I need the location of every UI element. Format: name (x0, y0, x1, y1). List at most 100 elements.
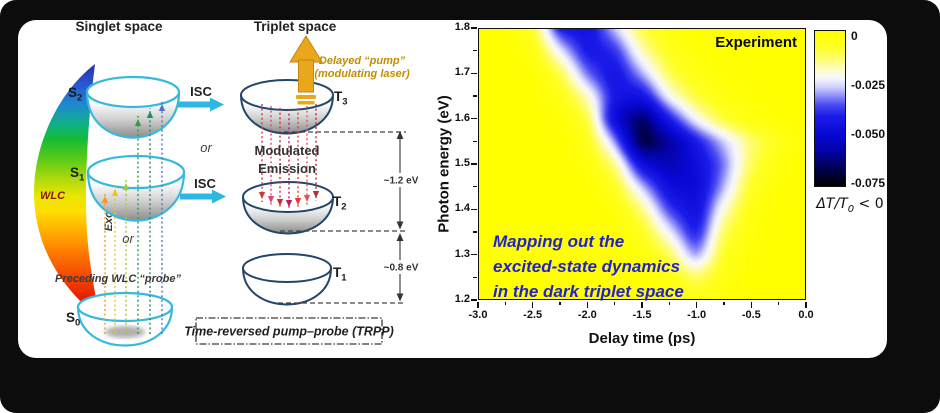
x-tick-label: 0.0 (798, 309, 814, 321)
energy-level-guides (278, 131, 406, 304)
arrowhead-icon (396, 293, 404, 302)
x-tick-label: -3.0 (468, 309, 488, 321)
heatmap-canvas (479, 29, 805, 299)
y-tick-label: 1.7 (454, 66, 470, 79)
annotation-text: Mapping out the excited-state dynamics i… (493, 229, 684, 304)
annotation-line: in the dark triplet space (493, 282, 684, 301)
modulated-emission-label-line2: Emission (258, 161, 316, 176)
emission-ray-head (276, 199, 284, 206)
x-axis-tick (641, 301, 643, 308)
emission-ray-head (312, 191, 320, 198)
y-axis-tick (473, 140, 477, 142)
x-axis-tick (696, 301, 698, 308)
excitation-ray-head (158, 104, 166, 111)
y-axis-tick (470, 118, 477, 120)
s1-bowl (86, 154, 186, 222)
excitation-rays (101, 101, 166, 334)
colorbar-title: ΔT/T0 < 0 (816, 196, 884, 215)
t1-bowl (242, 253, 332, 306)
x-axis-tick (668, 301, 670, 305)
x-axis-tick (559, 301, 561, 305)
x-tick-label: -2.5 (523, 309, 543, 321)
state-label-s0: S0 (66, 310, 80, 329)
emission-ray-head (285, 200, 293, 207)
x-axis-tick (750, 301, 752, 308)
isc-arrow-upper (178, 97, 224, 112)
modulated-emission-label-line1: Modulated (255, 143, 320, 158)
excitation-ray-head (146, 111, 154, 118)
pump-arrow-bar (296, 95, 316, 99)
x-axis-tick (614, 301, 616, 305)
x-axis-title: Delay time (ps) (588, 330, 696, 347)
x-axis-tick (504, 301, 506, 305)
wlc-label: WLC (40, 190, 66, 202)
excitation-ray-head (101, 196, 109, 203)
preceding-probe-label: Preceding WLC “probe” (55, 273, 181, 285)
or-label-singlet: or (122, 231, 134, 246)
emission-ray-head (258, 192, 266, 199)
colorbar-tick-label: -0.025 (851, 78, 886, 92)
x-axis-tick (586, 301, 588, 308)
excitation-ray-head (122, 183, 130, 190)
t2-bowl-rim (242, 181, 334, 213)
gap-measure-arrowheads (396, 131, 404, 302)
wlc-spectrum-icon (33, 64, 100, 318)
trpp-label: Time-reversed pump–probe (TRPP) (184, 325, 394, 339)
or-label-center: or (200, 140, 212, 155)
y-axis-tick (470, 163, 477, 165)
annotation-line: excited-state dynamics (493, 257, 681, 276)
singlet-space-title: Singlet space (75, 19, 163, 34)
arrowhead-icon (396, 233, 404, 241)
triplet-space-title: Triplet space (254, 19, 337, 34)
y-axis-tick (473, 276, 477, 278)
y-axis-tick (473, 95, 477, 97)
trpp-box (195, 317, 383, 345)
s2-bowl (85, 75, 181, 139)
x-tick-label: -0.5 (741, 309, 761, 321)
y-axis-tick (470, 254, 477, 256)
gap-label-bg (381, 260, 421, 274)
s0-bowl (76, 291, 174, 347)
emission-ray-head (303, 195, 311, 202)
y-axis-tick (470, 208, 477, 210)
delayed-pump-label-line1: Delayed “pump” (319, 55, 406, 67)
x-tick-label: -2.0 (577, 309, 597, 321)
x-axis-tick (805, 301, 807, 308)
figure-panel: Singlet space Triplet space WLC Excitati… (18, 19, 887, 358)
arrowhead-icon (396, 131, 404, 139)
x-tick-label: -1.0 (687, 309, 707, 321)
state-label-s1: S1 (70, 165, 85, 184)
s0-bowl-rim (76, 291, 174, 323)
y-axis-tick (473, 50, 477, 52)
t2-bowl (242, 181, 334, 235)
y-axis-tick (473, 186, 477, 188)
x-tick-label: -1.5 (632, 309, 652, 321)
isc-label-lower: ISC (194, 176, 216, 191)
gap-label-bg (381, 173, 421, 187)
isc-label-upper: ISC (190, 84, 212, 99)
annotation-line: Mapping out the (493, 232, 625, 251)
emission-ray-head (267, 196, 275, 203)
x-axis-tick (532, 301, 534, 308)
colorbar-tick-label: -0.050 (851, 127, 886, 141)
y-tick-label: 1.4 (454, 202, 470, 215)
y-axis-tick (470, 299, 477, 301)
y-axis-tick (473, 231, 477, 233)
emission-rays (258, 104, 320, 210)
experiment-label: Experiment (715, 34, 797, 51)
state-label-t3: T3 (334, 89, 348, 108)
state-label-t2: T2 (333, 194, 347, 213)
pump-arrow-icon (289, 35, 323, 105)
state-label-s2: S2 (68, 85, 82, 104)
y-tick-label: 1.8 (454, 21, 470, 33)
emission-ray-head (294, 198, 302, 205)
y-axis-tick (470, 72, 477, 74)
pump-arrow-bar (297, 101, 315, 105)
s1-bowl-rim (86, 154, 186, 190)
heatmap-plot: Experiment Mapping out the excited-state… (478, 28, 806, 301)
x-axis-tick (477, 301, 479, 308)
excitation-ray-head (111, 189, 119, 196)
isc-arrow-lower (180, 189, 226, 204)
